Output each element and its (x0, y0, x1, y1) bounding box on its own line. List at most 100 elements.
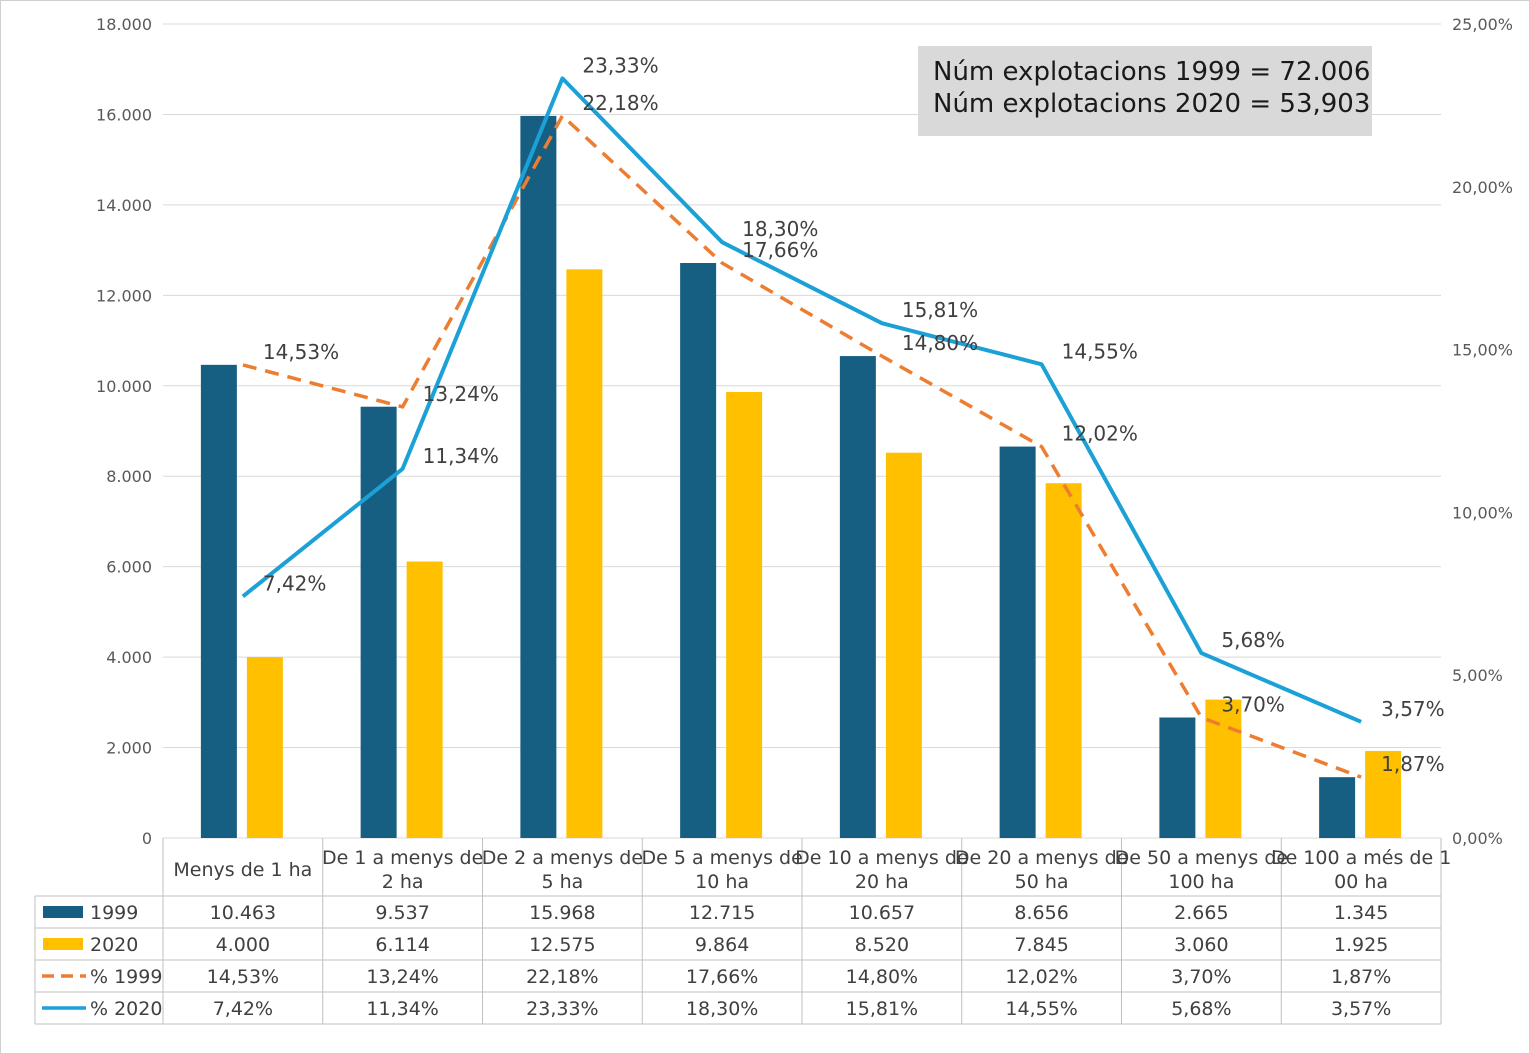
table-cell: 12.575 (529, 934, 595, 956)
bar-1999 (360, 406, 397, 838)
y-left-tick-label: 18.000 (96, 15, 152, 34)
data-label: 5,68% (1221, 628, 1285, 652)
data-label: 14,53% (263, 340, 339, 364)
x-category-label: De 1 a menys de (322, 847, 483, 869)
x-category-label: De 2 a menys de (482, 847, 643, 869)
x-category-label: 10 ha (695, 871, 749, 893)
data-label: 17,66% (742, 238, 818, 262)
x-category-label: Menys de 1 ha (173, 859, 312, 881)
x-category-label: 50 ha (1015, 871, 1069, 893)
x-category-label: De 20 a menys de (955, 847, 1128, 869)
bar-2020 (726, 391, 763, 838)
table-cell: 3,70% (1171, 966, 1231, 988)
x-category-label: 00 ha (1334, 871, 1388, 893)
table-cell: 1,87% (1331, 966, 1391, 988)
data-label: 3,57% (1381, 697, 1445, 721)
table-cell: 2.665 (1174, 902, 1228, 924)
legend-label: 2020 (90, 934, 138, 956)
y-right-tick-label: 10,00% (1452, 503, 1513, 522)
data-label: 1,87% (1381, 752, 1445, 776)
bar-2020 (1365, 750, 1402, 838)
series-line-1999 (242, 114, 1362, 779)
data-label: 22,18% (582, 91, 658, 115)
bar-2020 (406, 561, 443, 838)
legend-key-1999 (43, 906, 83, 918)
table-cell: 15.968 (529, 902, 595, 924)
bar-2020 (1045, 483, 1082, 838)
table-cell: 1.345 (1334, 902, 1388, 924)
table-cell: 14,80% (846, 966, 918, 988)
data-label: 23,33% (582, 53, 658, 77)
bar-2020 (566, 269, 603, 838)
table-cell: 18,30% (686, 998, 758, 1020)
annotation-line-1999: Núm explotacions 1999 = 72.006 (933, 57, 1371, 87)
y-right-tick-label: 15,00% (1452, 341, 1513, 360)
bar-1999 (1319, 777, 1356, 838)
table-cell: 8.520 (855, 934, 909, 956)
data-label: 12,02% (1062, 422, 1138, 446)
bar-1999 (520, 115, 557, 839)
bar-1999 (200, 364, 237, 838)
data-label: 11,34% (423, 444, 499, 468)
y-left-tick-label: 16.000 (96, 105, 152, 124)
table-cell: 4.000 (216, 934, 270, 956)
x-category-label: De 10 a menys de (795, 847, 968, 869)
table-cell: 14,53% (207, 966, 279, 988)
table-cell: 3,57% (1331, 998, 1391, 1020)
y-left-tick-label: 2.000 (106, 739, 152, 758)
x-category-label: 2 ha (382, 871, 424, 893)
table-cell: 12.715 (689, 902, 755, 924)
data-label: 13,24% (423, 382, 499, 406)
bar-1999 (999, 446, 1036, 838)
table-cell: 12,02% (1005, 966, 1077, 988)
x-category-label: 100 ha (1168, 871, 1234, 893)
x-category-label: De 100 a més de 1 (1271, 847, 1451, 869)
bar-2020 (885, 452, 922, 838)
y-right-tick-label: 0,00% (1452, 829, 1503, 848)
bar-1999 (839, 356, 876, 838)
table-cell: 1.925 (1334, 934, 1388, 956)
table-cell: 7,42% (213, 998, 273, 1020)
table-cell: 5,68% (1171, 998, 1231, 1020)
totals-annotation: Núm explotacions 1999 = 72.006 Núm explo… (918, 46, 1372, 136)
x-category-label: De 5 a menys de (641, 847, 802, 869)
y-left-tick-label: 14.000 (96, 196, 152, 215)
y-left-tick-label: 6.000 (106, 558, 152, 577)
legend-label: 1999 (90, 902, 138, 924)
data-label: 14,80% (902, 331, 978, 355)
y-left-tick-label: 8.000 (106, 467, 152, 486)
bar-1999 (680, 262, 717, 838)
table-cell: 14,55% (1005, 998, 1077, 1020)
data-label: 14,55% (1062, 339, 1138, 363)
table-cell: 7.845 (1014, 934, 1068, 956)
y-right-tick-label: 25,00% (1452, 15, 1513, 34)
y-left-tick-label: 4.000 (106, 648, 152, 667)
table-cell: 10.463 (210, 902, 276, 924)
annotation-line-2020: Núm explotacions 2020 = 53,903 (933, 89, 1371, 119)
data-label: 18,30% (742, 217, 818, 241)
bar-1999 (1159, 717, 1196, 838)
table-cell: 9.864 (695, 934, 749, 956)
table-cell: 9.537 (375, 902, 429, 924)
y-right-tick-label: 5,00% (1452, 666, 1503, 685)
table-cell: 22,18% (526, 966, 598, 988)
legend-label: % 1999 (90, 966, 162, 988)
x-category-label: De 50 a menys de (1115, 847, 1288, 869)
data-label: 15,81% (902, 298, 978, 322)
y-left-tick-label: 10.000 (96, 377, 152, 396)
y-left-tick-label: 12.000 (96, 286, 152, 305)
x-category-label: 20 ha (855, 871, 909, 893)
table-cell: 17,66% (686, 966, 758, 988)
table-cell: 3.060 (1174, 934, 1228, 956)
table-cell: 11,34% (366, 998, 438, 1020)
table-cell: 6.114 (375, 934, 429, 956)
x-category-label: 5 ha (541, 871, 583, 893)
data-label: 7,42% (263, 571, 327, 595)
table-cell: 13,24% (366, 966, 438, 988)
table-cell: 15,81% (846, 998, 918, 1020)
table-cell: 10.657 (849, 902, 915, 924)
data-label: 3,70% (1221, 693, 1285, 717)
table-cell: 8.656 (1014, 902, 1068, 924)
y-left-tick-label: 0 (142, 829, 152, 848)
